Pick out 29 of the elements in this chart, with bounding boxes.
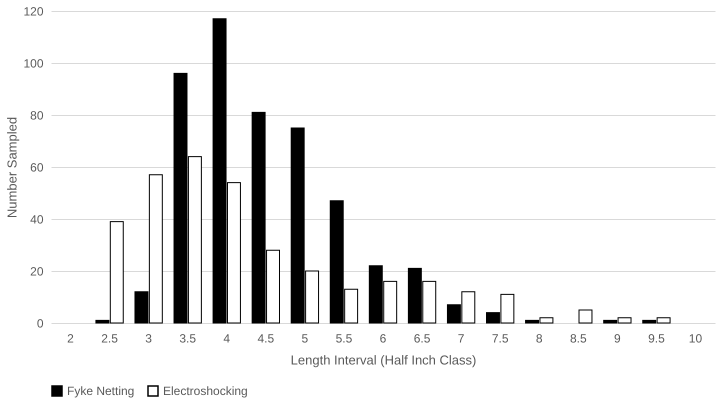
x-tick-label: 9.5 (648, 332, 666, 346)
x-tick-label: 6 (380, 332, 387, 346)
y-tick-label: 20 (30, 264, 44, 278)
x-tick-label: 7.5 (492, 332, 509, 346)
y-tick-label: 40 (30, 212, 44, 226)
x-tick-label: 2.5 (101, 332, 118, 346)
x-tick-label: 9 (614, 332, 622, 346)
x-tick-label: 4 (223, 332, 230, 346)
x-tick-label: 6.5 (414, 332, 431, 346)
y-tick-label: 0 (36, 316, 44, 330)
x-tick-label: 5.5 (336, 332, 353, 346)
x-tick-label: 8.5 (570, 332, 587, 346)
x-tick-label: 7 (458, 332, 465, 346)
x-tick-label: 3 (145, 332, 152, 346)
x-tick-label: 10 (688, 332, 702, 346)
bar (578, 310, 592, 324)
x-tick-label: 5 (302, 332, 309, 346)
legend-label: Fyke Netting (67, 384, 134, 398)
x-axis-title: Length Interval (Half Inch Class) (290, 352, 476, 368)
y-tick-label: 80 (30, 108, 44, 122)
y-tick-label: 60 (30, 160, 44, 174)
x-tick-label: 4.5 (257, 332, 274, 346)
y-tick-label: 100 (23, 56, 44, 70)
y-axis-title: Number Sampled (4, 116, 20, 218)
x-tick-label: 2 (67, 332, 74, 346)
y-tick-label: 120 (23, 4, 44, 18)
legend-label: Electroshocking (163, 384, 248, 398)
x-tick-label: 3.5 (179, 332, 196, 346)
x-tick-label: 8 (536, 332, 543, 346)
